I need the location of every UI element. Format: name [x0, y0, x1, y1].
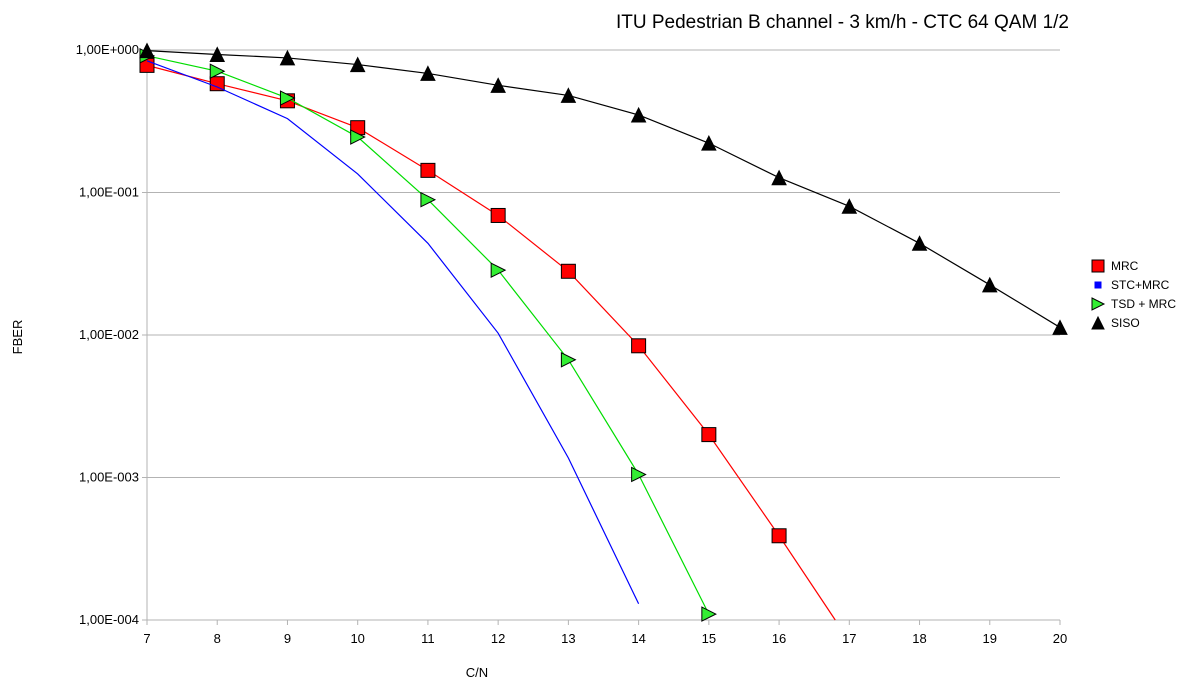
x-tick-label: 18	[912, 631, 926, 646]
series-stc-mrc	[146, 60, 640, 605]
data-point-tsd-mrc	[420, 191, 437, 208]
data-point-tsd-mrc	[490, 262, 507, 278]
legend-marker-siso	[1091, 315, 1105, 330]
data-point-siso	[1052, 319, 1068, 335]
series-siso	[139, 42, 1068, 335]
legend-label-tsd-mrc: TSD + MRC	[1111, 297, 1176, 311]
y-tick-label: 1,00E-001	[79, 185, 139, 200]
data-point-tsd-mrc	[209, 63, 226, 80]
x-tick-label: 13	[561, 631, 575, 646]
data-point-siso	[490, 77, 506, 93]
data-point-siso	[981, 276, 998, 293]
data-point-siso	[911, 235, 928, 251]
data-point-mrc	[420, 162, 436, 178]
data-point-siso	[420, 65, 436, 81]
legend-item-mrc: MRC	[1091, 259, 1139, 273]
data-point-mrc	[631, 338, 647, 354]
data-point-tsd-mrc	[279, 90, 296, 106]
labels-layer: ITU Pedestrian B channel - 3 km/h - CTC …	[10, 12, 1069, 680]
y-tick-label: 1,00E-002	[79, 327, 139, 342]
legend-label-stc-mrc: STC+MRC	[1111, 278, 1170, 292]
grid-layer	[147, 49, 1060, 621]
x-tick-label: 14	[631, 631, 645, 646]
data-point-siso	[209, 46, 226, 62]
data-point-mrc	[490, 207, 506, 223]
legend: MRC STC+MRC TSD + MRC SISO	[1091, 259, 1176, 330]
x-tick-label: 20	[1053, 631, 1067, 646]
y-tick-label: 1,00E-003	[79, 470, 139, 485]
legend-label-siso: SISO	[1111, 316, 1140, 330]
axes-layer: 1,00E+000 1,00E-001 1,00E-002 1,00E-003 1,00…	[76, 42, 1068, 646]
x-tick-label: 10	[350, 631, 364, 646]
legend-item-stc-mrc: STC+MRC	[1094, 278, 1170, 292]
data-point-tsd-mrc	[631, 466, 647, 483]
y-axis-label: FBER	[10, 320, 25, 355]
x-axis-label: C/N	[466, 665, 488, 680]
y-tick-label: 1,00E+000	[76, 42, 139, 57]
data-point-siso	[771, 169, 787, 186]
data-point-mrc	[701, 427, 717, 443]
x-tick-label: 16	[772, 631, 786, 646]
x-tick-label: 9	[284, 631, 291, 646]
data-point-siso	[841, 198, 858, 214]
data-point-siso	[560, 87, 577, 103]
legend-marker-tsd-mrc	[1091, 297, 1106, 311]
legend-item-tsd-mrc: TSD + MRC	[1091, 297, 1176, 311]
data-point-mrc	[209, 76, 225, 92]
x-tick-label: 15	[702, 631, 716, 646]
data-point-siso	[349, 56, 366, 73]
data-point-siso	[139, 42, 155, 59]
data-point-tsd-mrc	[560, 351, 577, 368]
data-point-tsd-mrc	[350, 129, 366, 145]
data-point-mrc	[771, 528, 787, 544]
data-point-tsd-mrc	[701, 606, 717, 622]
data-point-siso	[279, 49, 296, 66]
legend-marker-mrc	[1091, 259, 1105, 273]
x-tick-label: 17	[842, 631, 856, 646]
legend-label-mrc: MRC	[1111, 259, 1139, 273]
x-tick-label: 7	[143, 631, 150, 646]
series-line-siso	[146, 50, 1061, 328]
series-line-stc-mrc	[146, 60, 640, 605]
series-tsd-mrc	[139, 48, 717, 622]
data-point-mrc	[560, 263, 576, 279]
chart-title: ITU Pedestrian B channel - 3 km/h - CTC …	[616, 12, 1069, 33]
y-tick-label: 1,00E-004	[79, 612, 139, 627]
data-point-siso	[630, 106, 647, 123]
series-line-mrc	[146, 64, 836, 621]
x-tick-label: 8	[214, 631, 221, 646]
x-tick-label: 12	[491, 631, 505, 646]
series-layer	[139, 42, 1068, 622]
data-point-siso	[701, 135, 717, 151]
series-mrc	[139, 57, 836, 621]
x-tick-label: 19	[983, 631, 997, 646]
legend-item-siso: SISO	[1091, 315, 1140, 330]
legend-marker-stc-mrc	[1094, 281, 1102, 289]
x-tick-label: 11	[421, 631, 435, 646]
